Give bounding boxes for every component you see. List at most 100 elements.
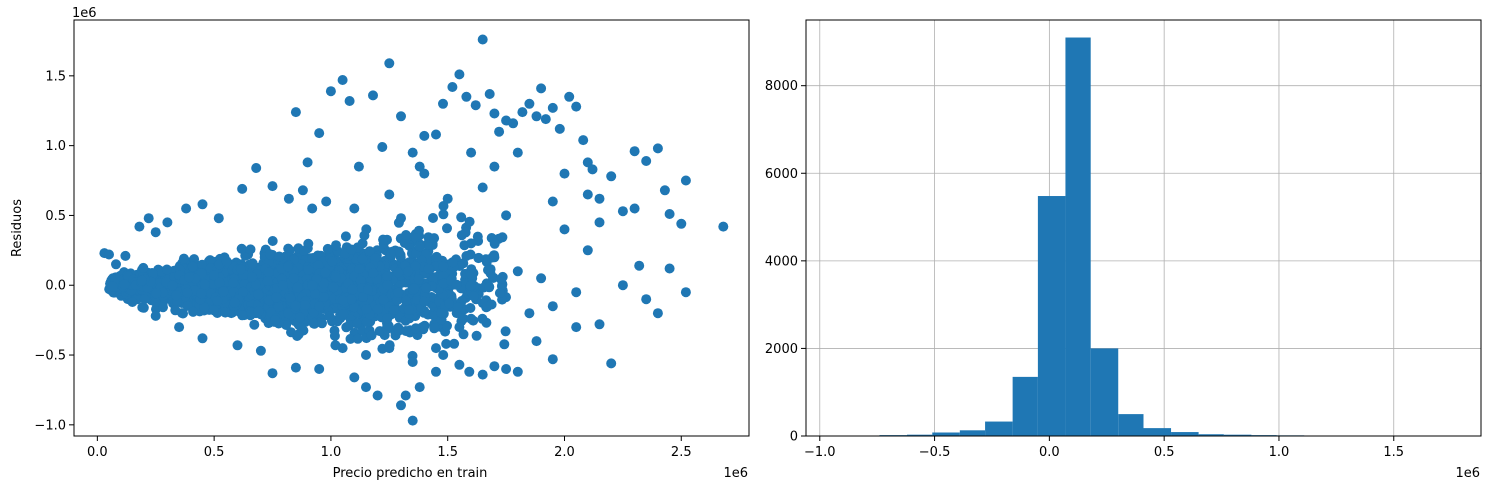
histogram-y-ticks: 0 2000 4000 6000 8000 [765, 79, 806, 445]
scatter-point [344, 96, 355, 106]
scatter-point [484, 282, 495, 293]
scatter-point [410, 323, 421, 334]
scatter-point [594, 217, 605, 228]
scatter-point [578, 135, 589, 146]
scatter-point [220, 307, 231, 318]
scatter-point [413, 274, 424, 285]
scatter-point [582, 189, 593, 200]
scatter-point [212, 295, 223, 306]
scatter-point [134, 221, 145, 232]
scatter-point [264, 249, 275, 260]
scatter-point [431, 129, 441, 140]
scatter-point [290, 300, 301, 311]
histogram-bar [1118, 414, 1144, 436]
scatter-point [472, 231, 483, 242]
scatter-point [442, 193, 453, 204]
scatter-point [262, 276, 273, 287]
scatter-point [338, 309, 349, 319]
histogram-bar [1223, 434, 1252, 436]
scatter-point [120, 250, 131, 261]
scatter-point [594, 193, 605, 204]
scatter-point [352, 333, 363, 344]
scatter-point [499, 339, 510, 350]
scatter-point [300, 300, 311, 310]
scatter-point [634, 260, 645, 271]
scatter-point [477, 182, 488, 193]
scatter-point [325, 86, 336, 97]
scatter-point [483, 265, 493, 275]
scatter-point [361, 304, 372, 315]
scatter-point [197, 333, 208, 344]
scatter-point [250, 279, 261, 290]
scatter-point [395, 278, 406, 289]
histogram-y-tick-label: 4000 [765, 254, 798, 269]
scatter-point [150, 227, 161, 238]
scatter-point [321, 196, 332, 207]
scatter-point [501, 364, 512, 374]
scatter-point [377, 142, 388, 152]
scatter-point [284, 245, 295, 256]
scatter-point [170, 305, 181, 316]
scatter-point [199, 302, 210, 313]
scatter-y-offset-label: 1e6 [72, 6, 97, 21]
scatter-point [489, 252, 500, 263]
scatter-point [127, 297, 138, 307]
scatter-point [388, 305, 399, 316]
scatter-point [403, 266, 414, 277]
scatter-point [329, 330, 340, 341]
scatter-point [197, 259, 208, 270]
histogram-axes-frame [805, 19, 1482, 437]
scatter-point [554, 123, 565, 134]
scatter-point [270, 315, 281, 326]
scatter-point [617, 280, 628, 291]
scatter-point [396, 400, 406, 411]
scatter-point [318, 278, 329, 289]
scatter-point [221, 256, 232, 267]
scatter-point [297, 185, 308, 196]
scatter-x-tick-label: 1.5 [437, 445, 458, 460]
scatter-point [263, 267, 274, 278]
scatter-point [419, 296, 430, 307]
scatter-point [392, 295, 403, 306]
scatter-point [489, 361, 500, 372]
scatter-point [237, 310, 248, 321]
scatter-point [460, 227, 471, 238]
scatter-point [322, 243, 333, 254]
scatter-point [182, 287, 193, 298]
scatter-point [384, 189, 395, 200]
scatter-point [571, 101, 582, 112]
scatter-point [196, 288, 207, 299]
scatter-point [372, 304, 383, 315]
scatter-point [471, 330, 482, 341]
scatter-point [451, 279, 462, 290]
scatter-point [330, 272, 341, 283]
scatter-point [664, 209, 675, 219]
histogram-bar [1143, 428, 1172, 436]
scatter-point [582, 245, 593, 256]
scatter-point [436, 308, 447, 318]
scatter-point [429, 233, 440, 244]
scatter-point [536, 83, 547, 94]
scatter-point [208, 305, 219, 316]
scatter-point [407, 147, 418, 158]
scatter-point [680, 287, 691, 298]
scatter-point [136, 275, 147, 286]
scatter-point [349, 302, 360, 313]
scatter-point [294, 312, 305, 323]
scatter-point [547, 354, 558, 365]
scatter-point [197, 199, 208, 210]
scatter-point [652, 143, 663, 154]
histogram-bar [1037, 196, 1066, 436]
scatter-point [174, 322, 185, 333]
scatter-point [497, 232, 508, 243]
scatter-point [594, 319, 605, 330]
scatter-point [606, 358, 617, 369]
scatter-point [245, 244, 256, 255]
scatter-point [328, 282, 339, 293]
scatter-point [162, 217, 173, 228]
scatter-point [378, 294, 389, 305]
histogram-grid [806, 20, 1481, 437]
scatter-point [307, 280, 318, 291]
scatter-point [139, 294, 150, 305]
scatter-point [299, 246, 310, 256]
